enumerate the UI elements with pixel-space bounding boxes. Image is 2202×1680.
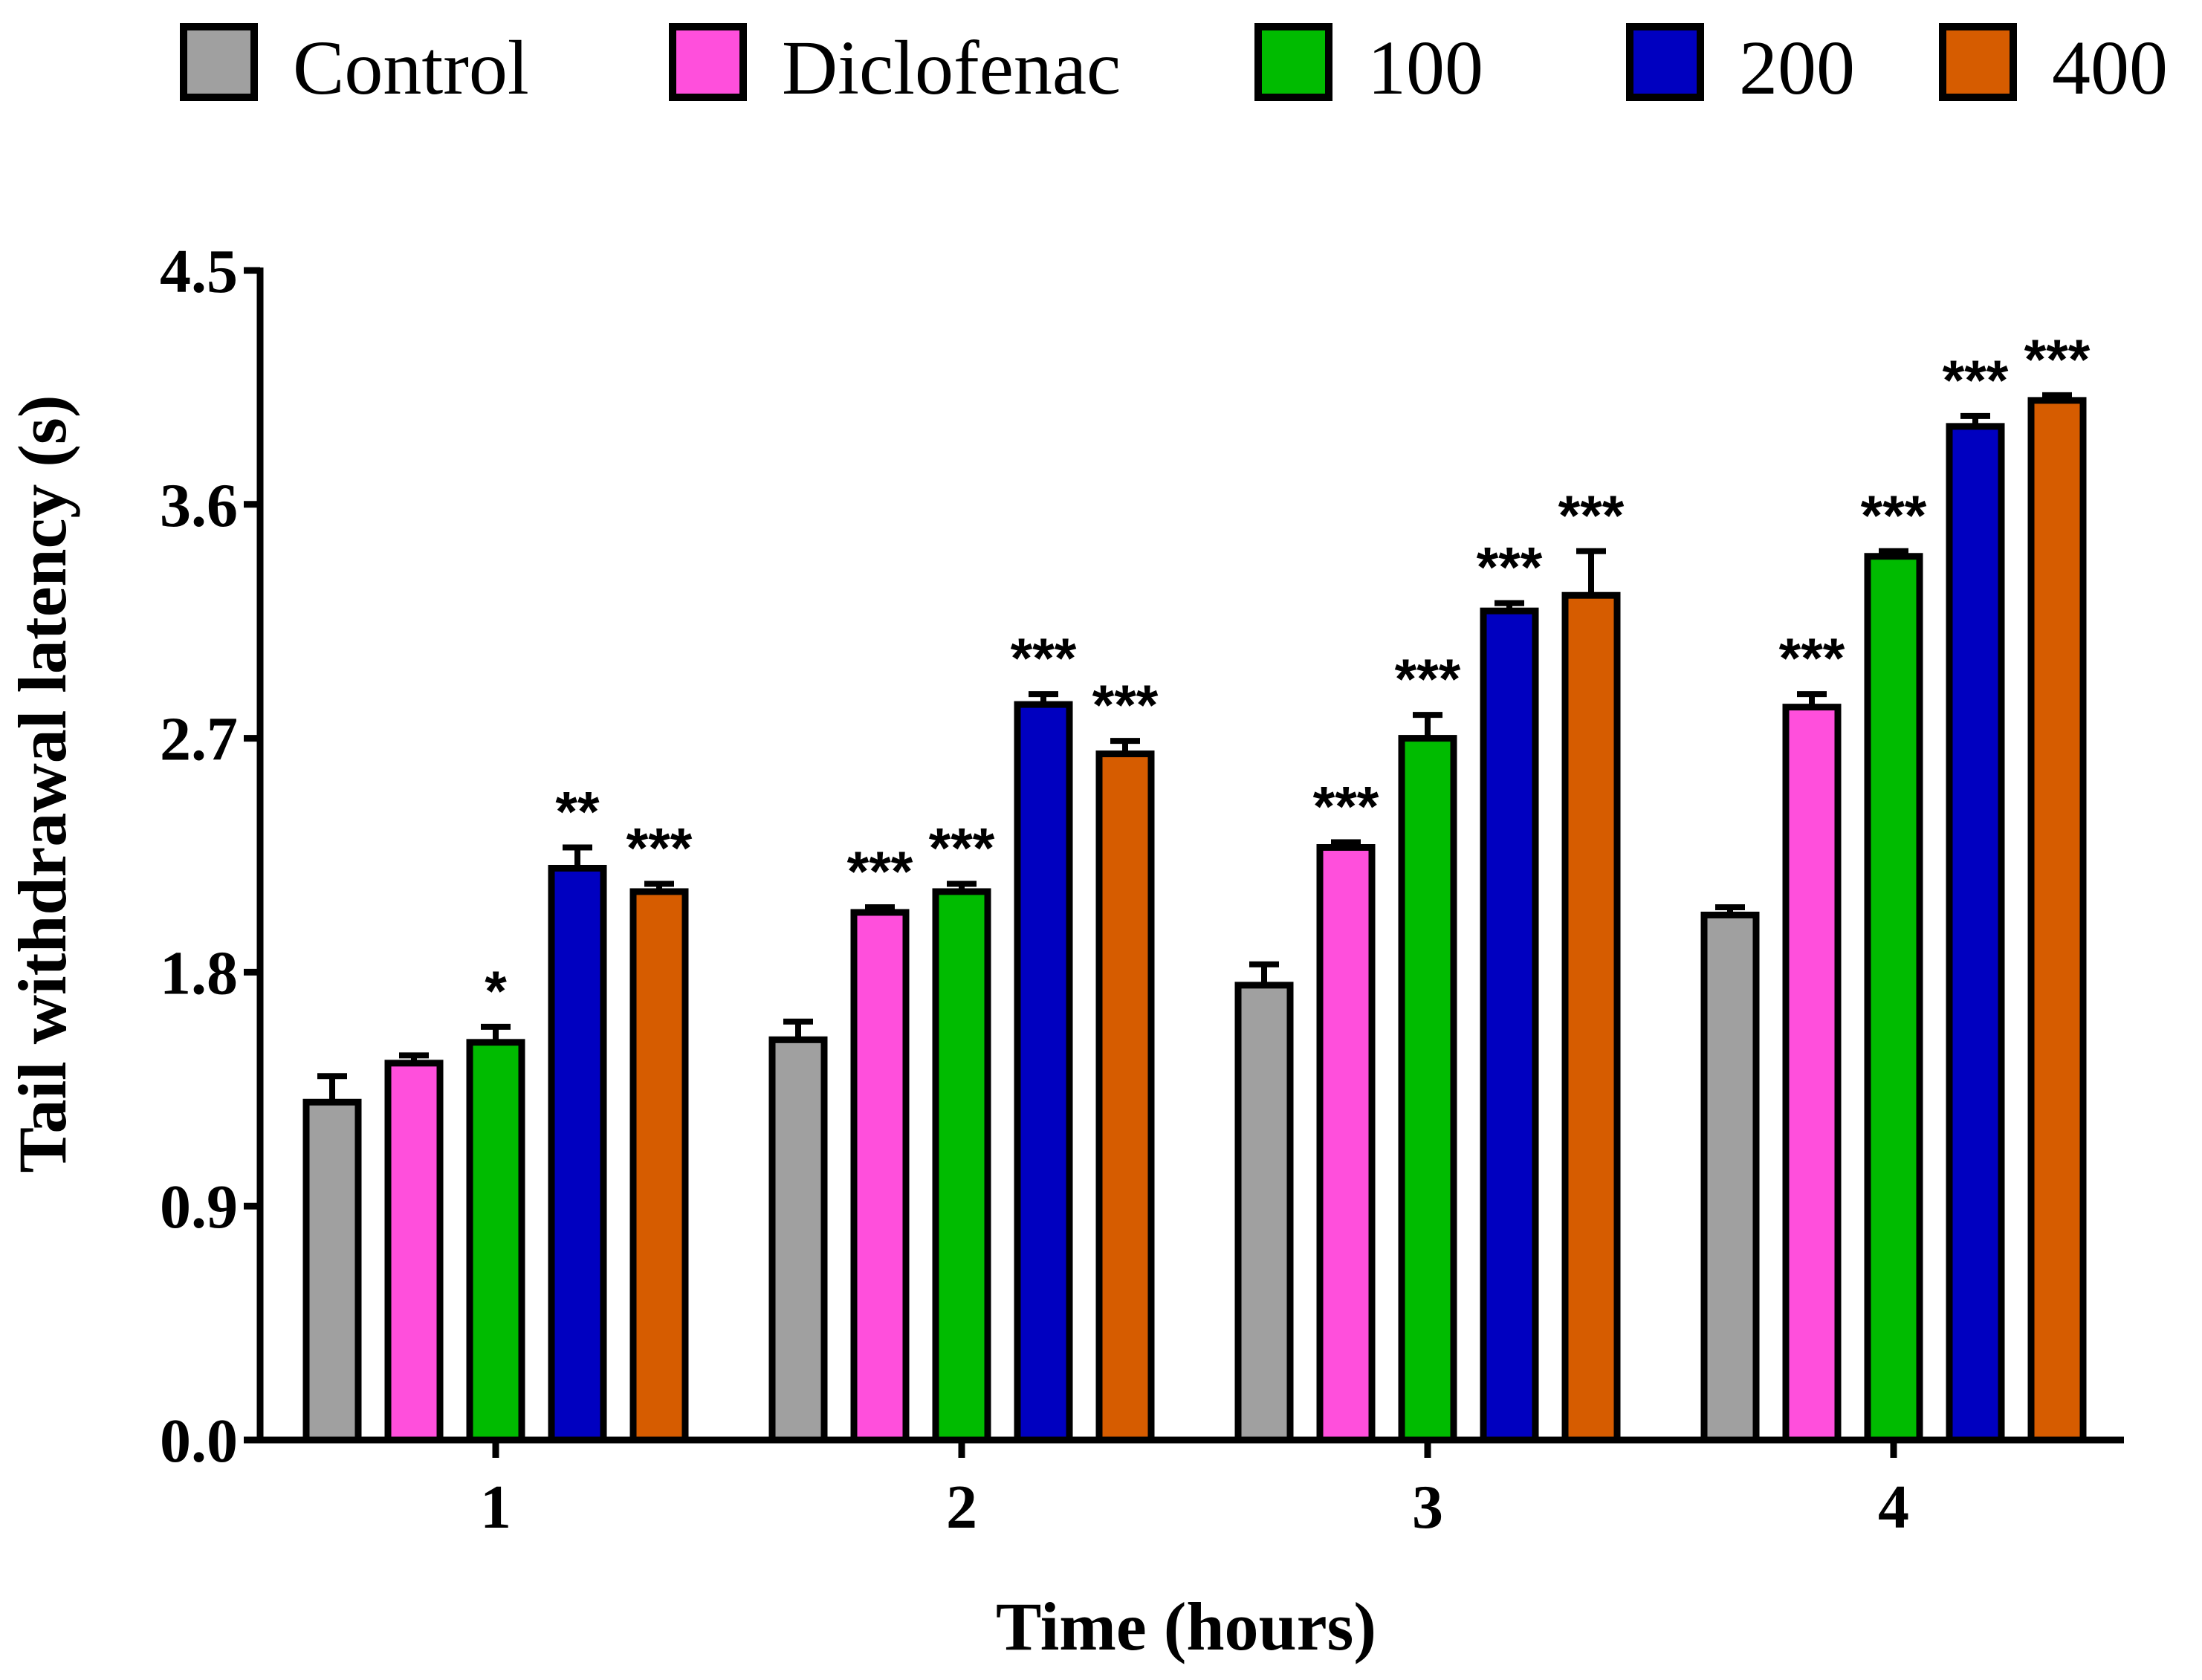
bar-diclofenac-2 bbox=[850, 909, 910, 1444]
legend-label-200: 200 bbox=[1739, 25, 1855, 111]
bar-100-2 bbox=[932, 888, 991, 1444]
bar-400-3 bbox=[1561, 591, 1621, 1444]
x-tick-label: 3 bbox=[1412, 1473, 1443, 1542]
bar-diclofenac-1 bbox=[384, 1060, 444, 1444]
y-axis-title: Tail withdrawal latency (s) bbox=[4, 395, 80, 1173]
y-tick-label: 4.5 bbox=[160, 237, 238, 306]
significance-label: *** bbox=[929, 817, 995, 880]
y-tick-label: 3.6 bbox=[160, 471, 238, 540]
significance-label: *** bbox=[1779, 627, 1845, 690]
bar-diclofenac-4 bbox=[1782, 704, 1842, 1444]
legend-swatch-diclofenac bbox=[669, 23, 747, 101]
legend-label-400: 400 bbox=[2052, 25, 2168, 111]
y-tick-label: 1.8 bbox=[160, 938, 238, 1008]
bar-control-1 bbox=[302, 1098, 362, 1444]
legend-swatch-control bbox=[180, 23, 258, 101]
significance-label: *** bbox=[1861, 484, 1927, 548]
bar-200-4 bbox=[1946, 423, 2005, 1444]
bar-200-2 bbox=[1014, 701, 1073, 1444]
significance-label: *** bbox=[1943, 349, 2009, 412]
significance-label: *** bbox=[847, 840, 913, 904]
x-tick-label: 4 bbox=[1878, 1473, 1909, 1542]
significance-label: * bbox=[485, 960, 507, 1023]
significance-label: *** bbox=[1477, 536, 1543, 600]
legend-swatch-400 bbox=[1939, 23, 2017, 101]
significance-label: *** bbox=[1558, 484, 1625, 548]
bar-400-4 bbox=[2027, 397, 2087, 1444]
bar-400-2 bbox=[1095, 750, 1155, 1444]
significance-label: *** bbox=[626, 817, 693, 880]
axes: 0.0 0.9 1.8 2.7 3.6 4.5 1 2 3 4 bbox=[160, 237, 2124, 1542]
y-tick-label: 0.9 bbox=[160, 1173, 238, 1242]
x-tick-label: 1 bbox=[480, 1473, 511, 1542]
y-tick-label: 2.7 bbox=[160, 705, 238, 774]
significance-label: ** bbox=[555, 781, 600, 844]
bars: ****************************************… bbox=[302, 328, 2091, 1444]
legend: Control Diclofenac 100 200 400 bbox=[180, 23, 2168, 111]
bar-control-3 bbox=[1234, 982, 1294, 1444]
bar-control-4 bbox=[1700, 911, 1760, 1444]
legend-swatch-200 bbox=[1626, 23, 1704, 101]
x-tick-label: 2 bbox=[946, 1473, 977, 1542]
legend-label-diclofenac: Diclofenac bbox=[782, 25, 1121, 111]
legend-label-control: Control bbox=[293, 25, 529, 111]
bar-100-3 bbox=[1398, 735, 1457, 1444]
significance-label: *** bbox=[1011, 627, 1077, 690]
bar-control-2 bbox=[768, 1036, 828, 1444]
legend-label-100: 100 bbox=[1367, 25, 1483, 111]
bar-diclofenac-3 bbox=[1316, 844, 1376, 1444]
legend-swatch-100 bbox=[1254, 23, 1332, 101]
significance-label: *** bbox=[1092, 674, 1159, 737]
bar-100-4 bbox=[1864, 553, 1923, 1444]
bar-100-1 bbox=[466, 1039, 525, 1444]
bar-200-1 bbox=[548, 864, 607, 1444]
x-axis-title: Time (hours) bbox=[996, 1589, 1376, 1664]
bar-200-3 bbox=[1480, 607, 1539, 1444]
significance-label: *** bbox=[2024, 328, 2091, 392]
bar-400-1 bbox=[629, 888, 689, 1444]
significance-label: *** bbox=[1395, 648, 1461, 711]
y-tick-label: 0.0 bbox=[160, 1407, 238, 1476]
significance-label: *** bbox=[1313, 776, 1379, 839]
